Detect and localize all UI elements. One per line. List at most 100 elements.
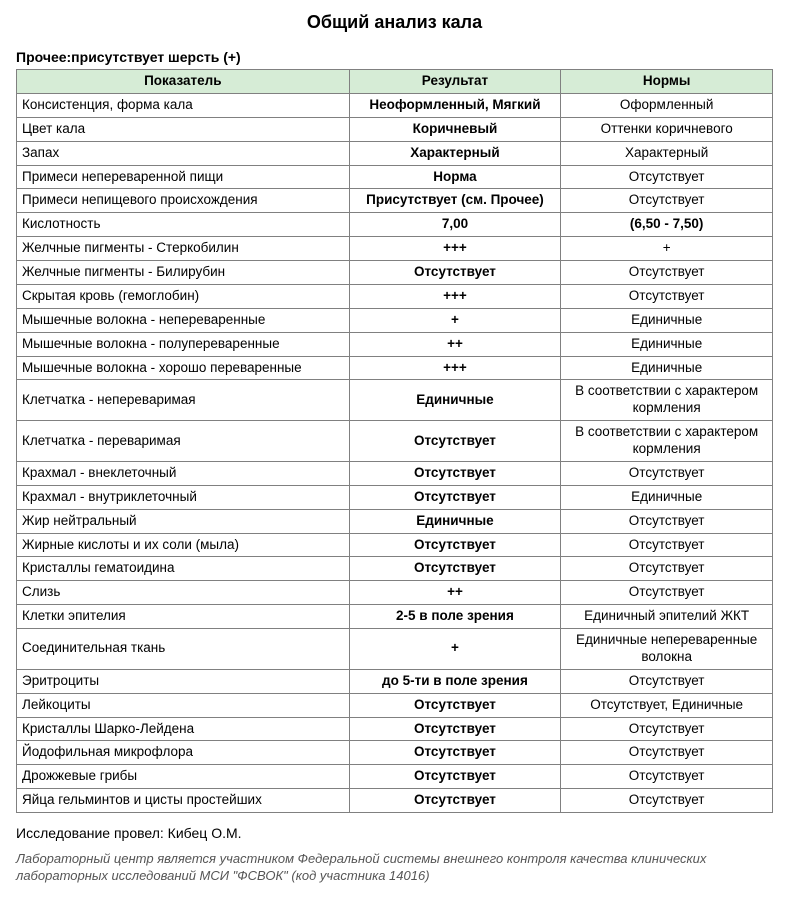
indicator-cell: Кристаллы Шарко-Лейдена (17, 717, 350, 741)
norm-cell: В соответствии с характером кормления (561, 380, 773, 421)
indicator-cell: Крахмал - внеклеточный (17, 461, 350, 485)
norm-cell: Единичные (561, 485, 773, 509)
result-cell: Отсутствует (349, 765, 561, 789)
result-cell: Характерный (349, 141, 561, 165)
indicator-cell: Яйца гельминтов и цисты простейших (17, 789, 350, 813)
table-row: ЛейкоцитыОтсутствуетОтсутствует, Единичн… (17, 693, 773, 717)
table-row: Клетки эпителия2-5 в поле зренияЕдиничны… (17, 605, 773, 629)
result-cell: Коричневый (349, 117, 561, 141)
result-cell: Единичные (349, 509, 561, 533)
norm-cell: Отсутствует (561, 789, 773, 813)
result-cell: Отсутствует (349, 261, 561, 285)
result-cell: +++ (349, 284, 561, 308)
result-cell: ++ (349, 581, 561, 605)
result-cell: 2-5 в поле зрения (349, 605, 561, 629)
table-row: Желчные пигменты - БилирубинОтсутствуетО… (17, 261, 773, 285)
table-row: Йодофильная микрофлораОтсутствуетОтсутст… (17, 741, 773, 765)
table-row: Кристаллы гематоидинаОтсутствуетОтсутств… (17, 557, 773, 581)
table-row: Кислотность7,00(6,50 - 7,50) (17, 213, 773, 237)
table-row: Кристаллы Шарко-ЛейденаОтсутствуетОтсутс… (17, 717, 773, 741)
table-row: Мышечные волокна - непереваренные+Единич… (17, 308, 773, 332)
norm-cell: Отсутствует (561, 165, 773, 189)
norm-cell: В соответствии с характером кормления (561, 421, 773, 462)
indicator-cell: Мышечные волокна - непереваренные (17, 308, 350, 332)
table-row: Клетчатка - переваримаяОтсутствуетВ соот… (17, 421, 773, 462)
result-cell: + (349, 308, 561, 332)
indicator-cell: Йодофильная микрофлора (17, 741, 350, 765)
result-cell: +++ (349, 356, 561, 380)
result-cell: Отсутствует (349, 717, 561, 741)
table-row: Консистенция, форма калаНеоформленный, М… (17, 93, 773, 117)
indicator-cell: Примеси непереваренной пищи (17, 165, 350, 189)
table-row: Жир нейтральныйЕдиничныеОтсутствует (17, 509, 773, 533)
result-cell: ++ (349, 332, 561, 356)
result-cell: Отсутствует (349, 789, 561, 813)
col-indicator: Показатель (17, 70, 350, 94)
norm-cell: Единичные (561, 356, 773, 380)
table-body: Консистенция, форма калаНеоформленный, М… (17, 93, 773, 812)
table-row: Цвет калаКоричневыйОттенки коричневого (17, 117, 773, 141)
table-row: Жирные кислоты и их соли (мыла)Отсутству… (17, 533, 773, 557)
indicator-cell: Клетки эпителия (17, 605, 350, 629)
result-cell: Отсутствует (349, 741, 561, 765)
norm-cell: Оттенки коричневого (561, 117, 773, 141)
norm-cell: (6,50 - 7,50) (561, 213, 773, 237)
result-cell: Отсутствует (349, 461, 561, 485)
norm-cell: Отсутствует, Единичные (561, 693, 773, 717)
signature: Исследование провел: Кибец О.М. (16, 825, 773, 841)
indicator-cell: Лейкоциты (17, 693, 350, 717)
indicator-cell: Клетчатка - непереваримая (17, 380, 350, 421)
table-row: Примеси непищевого происхожденияПрисутст… (17, 189, 773, 213)
norm-cell: Отсутствует (561, 461, 773, 485)
indicator-cell: Дрожжевые грибы (17, 765, 350, 789)
table-row: Скрытая кровь (гемоглобин)+++Отсутствует (17, 284, 773, 308)
indicator-cell: Жирные кислоты и их соли (мыла) (17, 533, 350, 557)
result-cell: Отсутствует (349, 421, 561, 462)
norm-cell: Отсутствует (561, 581, 773, 605)
indicator-cell: Скрытая кровь (гемоглобин) (17, 284, 350, 308)
result-cell: Отсутствует (349, 533, 561, 557)
norm-cell: Единичные непереваренные волокна (561, 629, 773, 670)
result-cell: Отсутствует (349, 693, 561, 717)
norm-cell: Отсутствует (561, 741, 773, 765)
norm-cell: + (561, 237, 773, 261)
result-cell: + (349, 629, 561, 670)
indicator-cell: Мышечные волокна - хорошо переваренные (17, 356, 350, 380)
indicator-cell: Запах (17, 141, 350, 165)
table-row: ЗапахХарактерныйХарактерный (17, 141, 773, 165)
norm-cell: Единичный эпителий ЖКТ (561, 605, 773, 629)
table-row: Примеси непереваренной пищиНормаОтсутств… (17, 165, 773, 189)
norm-cell: Отсутствует (561, 669, 773, 693)
indicator-cell: Кристаллы гематоидина (17, 557, 350, 581)
norm-cell: Отсутствует (561, 261, 773, 285)
col-result: Результат (349, 70, 561, 94)
footer-disclaimer: Лабораторный центр является участником Ф… (16, 851, 773, 885)
table-row: Мышечные волокна - полупереваренные++Еди… (17, 332, 773, 356)
table-row: Соединительная ткань+Единичные неперевар… (17, 629, 773, 670)
table-row: Слизь++Отсутствует (17, 581, 773, 605)
col-norm: Нормы (561, 70, 773, 94)
table-row: Желчные пигменты - Стеркобилин++++ (17, 237, 773, 261)
result-cell: +++ (349, 237, 561, 261)
table-row: Крахмал - внутриклеточныйОтсутствуетЕдин… (17, 485, 773, 509)
result-cell: Неоформленный, Мягкий (349, 93, 561, 117)
page-title: Общий анализ кала (16, 12, 773, 33)
indicator-cell: Мышечные волокна - полупереваренные (17, 332, 350, 356)
table-row: Крахмал - внеклеточныйОтсутствуетОтсутст… (17, 461, 773, 485)
indicator-cell: Крахмал - внутриклеточный (17, 485, 350, 509)
table-row: Клетчатка - непереваримаяЕдиничныеВ соот… (17, 380, 773, 421)
norm-cell: Отсутствует (561, 509, 773, 533)
norm-cell: Отсутствует (561, 189, 773, 213)
norm-cell: Оформленный (561, 93, 773, 117)
result-cell: 7,00 (349, 213, 561, 237)
indicator-cell: Слизь (17, 581, 350, 605)
result-cell: до 5-ти в поле зрения (349, 669, 561, 693)
norm-cell: Отсутствует (561, 533, 773, 557)
indicator-cell: Желчные пигменты - Билирубин (17, 261, 350, 285)
norm-cell: Единичные (561, 332, 773, 356)
result-cell: Отсутствует (349, 485, 561, 509)
result-cell: Норма (349, 165, 561, 189)
indicator-cell: Цвет кала (17, 117, 350, 141)
norm-cell: Отсутствует (561, 717, 773, 741)
other-note: Прочее:присутствует шерсть (+) (16, 49, 773, 65)
